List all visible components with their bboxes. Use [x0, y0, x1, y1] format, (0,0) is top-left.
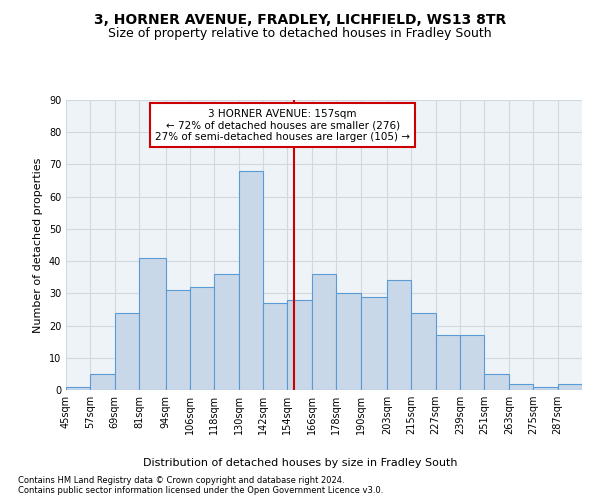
Bar	[361, 296, 387, 390]
Bar	[190, 287, 214, 390]
Text: Contains HM Land Registry data © Crown copyright and database right 2024.: Contains HM Land Registry data © Crown c…	[18, 476, 344, 485]
Bar	[214, 274, 239, 390]
Text: Contains public sector information licensed under the Open Government Licence v3: Contains public sector information licen…	[18, 486, 383, 495]
Bar	[460, 335, 484, 390]
Bar	[484, 374, 509, 390]
Bar	[115, 312, 139, 390]
Text: Size of property relative to detached houses in Fradley South: Size of property relative to detached ho…	[108, 28, 492, 40]
Bar	[166, 290, 190, 390]
Bar	[287, 300, 312, 390]
Bar	[312, 274, 336, 390]
Bar	[66, 387, 91, 390]
Bar	[387, 280, 412, 390]
Bar	[263, 303, 287, 390]
Bar	[533, 387, 557, 390]
Bar	[436, 335, 460, 390]
Bar	[509, 384, 533, 390]
Text: 3 HORNER AVENUE: 157sqm
← 72% of detached houses are smaller (276)
27% of semi-d: 3 HORNER AVENUE: 157sqm ← 72% of detache…	[155, 108, 410, 142]
Text: Distribution of detached houses by size in Fradley South: Distribution of detached houses by size …	[143, 458, 457, 468]
Y-axis label: Number of detached properties: Number of detached properties	[33, 158, 43, 332]
Bar	[412, 312, 436, 390]
Bar	[336, 294, 361, 390]
Bar	[139, 258, 166, 390]
Text: 3, HORNER AVENUE, FRADLEY, LICHFIELD, WS13 8TR: 3, HORNER AVENUE, FRADLEY, LICHFIELD, WS…	[94, 12, 506, 26]
Bar	[239, 171, 263, 390]
Bar	[91, 374, 115, 390]
Bar	[557, 384, 582, 390]
